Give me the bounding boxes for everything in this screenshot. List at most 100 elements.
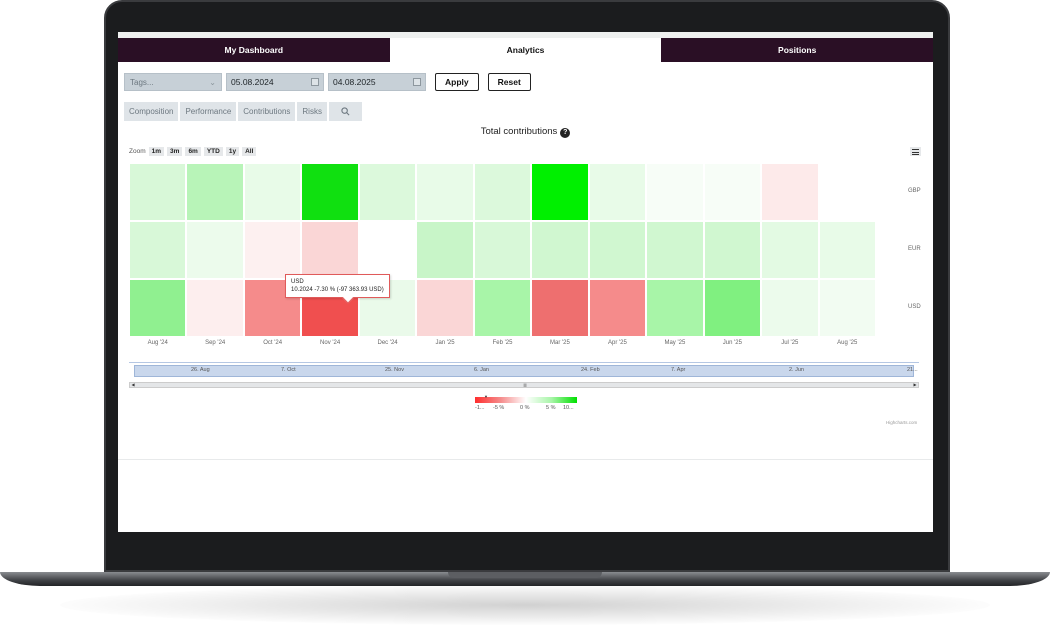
heatmap-cell[interactable] bbox=[129, 221, 187, 279]
tooltip-series: USD bbox=[291, 279, 304, 285]
navigator-label: 2. Jun bbox=[789, 367, 804, 373]
heatmap-cell[interactable] bbox=[243, 163, 302, 221]
x-axis-label: Apr '25 bbox=[608, 340, 627, 346]
heatmap-cell[interactable] bbox=[416, 163, 474, 221]
subtab-risks[interactable]: Risks bbox=[297, 102, 327, 121]
heatmap-cell[interactable] bbox=[243, 221, 302, 279]
heatmap-cell[interactable] bbox=[473, 279, 532, 337]
heatmap-cell[interactable] bbox=[761, 163, 819, 221]
apply-button[interactable]: Apply bbox=[435, 73, 479, 91]
scroll-left-icon[interactable]: ◀ bbox=[131, 382, 135, 387]
navigator-label: 7. Oct bbox=[281, 367, 296, 373]
heatmap-cell[interactable] bbox=[473, 163, 532, 221]
heatmap-cell[interactable] bbox=[588, 279, 647, 337]
heatmap-cell[interactable] bbox=[416, 279, 474, 337]
heatmap-cell[interactable] bbox=[818, 163, 876, 221]
tab-my-dashboard[interactable]: My Dashboard bbox=[118, 38, 390, 62]
heatmap-cell[interactable] bbox=[703, 163, 762, 221]
date-from-field[interactable]: 05.08.2024 bbox=[226, 73, 324, 91]
heatmap-cell[interactable] bbox=[646, 279, 704, 337]
x-axis-label: Feb '25 bbox=[492, 340, 513, 346]
subtab-contributions[interactable]: Contributions bbox=[238, 102, 296, 121]
tags-select[interactable]: Tags... ⌄ bbox=[124, 73, 222, 91]
zoom-controls: Zoom 1m 3m 6m YTD 1y All bbox=[129, 147, 257, 156]
laptop-shadow bbox=[60, 585, 990, 625]
navigator-label: 26. Aug bbox=[191, 367, 210, 373]
legend-labels: -1... -5 % 0 % 5 % 10... bbox=[475, 405, 605, 413]
zoom-1y-button[interactable]: 1y bbox=[225, 147, 240, 156]
heatmap-cell[interactable] bbox=[703, 279, 762, 337]
heatmap-cell[interactable] bbox=[358, 221, 417, 279]
heatmap-cell[interactable] bbox=[588, 163, 647, 221]
chart-menu-icon[interactable] bbox=[910, 147, 921, 156]
heatmap-tooltip: USD 10.2024 -7.30 % (-97 363.93 USD) bbox=[285, 274, 390, 304]
heatmap-cell[interactable] bbox=[186, 221, 244, 279]
heatmap-cell[interactable] bbox=[186, 163, 244, 221]
scroll-grip-icon[interactable]: ||| bbox=[523, 382, 527, 387]
heatmap-cell[interactable] bbox=[301, 163, 359, 221]
tab-analytics[interactable]: Analytics bbox=[389, 38, 662, 62]
heatmap-cell[interactable] bbox=[531, 279, 589, 337]
chevron-down-icon: ⌄ bbox=[209, 77, 216, 87]
heatmap-cell[interactable] bbox=[761, 221, 819, 279]
navigator-scrollbar[interactable]: ◀ ||| ▶ bbox=[129, 382, 919, 388]
heatmap-cell[interactable] bbox=[588, 221, 647, 279]
heatmap-cell[interactable] bbox=[416, 221, 474, 279]
laptop-notch bbox=[448, 572, 602, 578]
tags-placeholder: Tags... bbox=[130, 77, 154, 87]
zoom-1m-button[interactable]: 1m bbox=[148, 147, 165, 156]
calendar-icon[interactable] bbox=[311, 78, 319, 86]
x-axis-label: Sep '24 bbox=[205, 340, 226, 346]
x-axis-label: Aug '24 bbox=[147, 340, 168, 346]
legend-label: 5 % bbox=[546, 405, 556, 411]
navigator-selection[interactable] bbox=[134, 365, 914, 377]
legend-gradient bbox=[475, 397, 577, 403]
chart-title-text: Total contributions bbox=[480, 126, 558, 137]
help-icon[interactable]: ? bbox=[560, 128, 571, 138]
chart-credits: Highcharts.com bbox=[886, 420, 918, 425]
zoom-all-button[interactable]: All bbox=[242, 147, 257, 156]
zoom-3m-button[interactable]: 3m bbox=[167, 147, 183, 156]
heatmap-cell[interactable] bbox=[646, 221, 704, 279]
legend-marker-icon: ▼ bbox=[484, 394, 488, 399]
heatmap-plot bbox=[129, 163, 876, 337]
zoom-6m-button[interactable]: 6m bbox=[185, 147, 201, 156]
x-axis-label: Jun '25 bbox=[722, 340, 742, 346]
heatmap-cell[interactable] bbox=[129, 279, 187, 337]
heatmap-cell[interactable] bbox=[301, 221, 359, 279]
heatmap-cell[interactable] bbox=[531, 163, 589, 221]
reset-button[interactable]: Reset bbox=[487, 73, 531, 91]
tab-positions[interactable]: Positions bbox=[661, 38, 933, 62]
heatmap-cell[interactable] bbox=[703, 221, 762, 279]
navigator-label: 7. Apr bbox=[671, 367, 686, 373]
legend-label: 0 % bbox=[520, 405, 530, 411]
main-tabs: My Dashboard Analytics Positions bbox=[118, 38, 933, 62]
heatmap-cell[interactable] bbox=[186, 279, 244, 337]
heatmap-cell[interactable] bbox=[761, 279, 819, 337]
heatmap-cell[interactable] bbox=[129, 163, 187, 221]
heatmap-cell[interactable] bbox=[818, 279, 876, 337]
navigator-label: 25. Nov bbox=[385, 367, 404, 373]
heatmap-cell[interactable] bbox=[646, 163, 704, 221]
app-screen: My Dashboard Analytics Positions Tags...… bbox=[118, 32, 933, 532]
subtab-performance[interactable]: Performance bbox=[180, 102, 237, 121]
navigator-label: 21... bbox=[907, 367, 918, 373]
heatmap-cell[interactable] bbox=[473, 221, 532, 279]
navigator-label: 6. Jan bbox=[474, 367, 489, 373]
zoom-label: Zoom bbox=[129, 148, 146, 155]
subtab-composition[interactable]: Composition bbox=[124, 102, 179, 121]
zoom-ytd-button[interactable]: YTD bbox=[203, 147, 223, 156]
heatmap-cell[interactable] bbox=[818, 221, 876, 279]
heatmap-cell[interactable] bbox=[531, 221, 589, 279]
date-from-value: 05.08.2024 bbox=[231, 77, 274, 87]
scroll-right-icon[interactable]: ▶ bbox=[913, 382, 917, 387]
x-axis-label: Nov '24 bbox=[320, 340, 341, 346]
calendar-icon[interactable] bbox=[413, 78, 421, 86]
date-to-field[interactable]: 04.08.2025 bbox=[328, 73, 426, 91]
x-axis-label: Aug '25 bbox=[837, 340, 858, 346]
heatmap-cell[interactable] bbox=[358, 163, 417, 221]
laptop-base bbox=[0, 572, 1050, 586]
range-navigator[interactable]: 26. Aug 7. Oct 25. Nov 6. Jan 24. Feb 7. Apr 2… bbox=[129, 362, 919, 384]
search-icon[interactable] bbox=[328, 102, 362, 121]
y-axis-label: GBP bbox=[908, 188, 921, 194]
